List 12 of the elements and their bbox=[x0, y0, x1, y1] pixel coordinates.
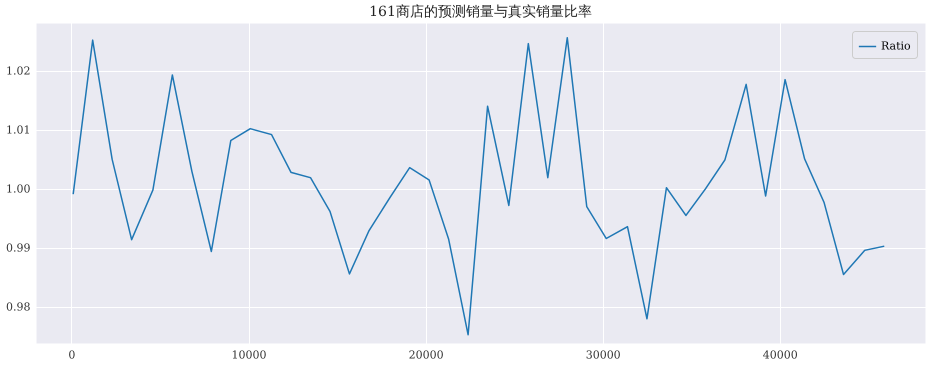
y-tick-label: 0.99 bbox=[6, 241, 30, 254]
y-tick-label: 0.98 bbox=[6, 300, 30, 314]
x-tick-label: 30000 bbox=[586, 348, 621, 362]
x-tick-label: 10000 bbox=[232, 348, 267, 362]
x-tick-label: 40000 bbox=[762, 348, 798, 362]
y-tick-label: 1.00 bbox=[6, 182, 30, 196]
legend-label: Ratio bbox=[881, 40, 912, 52]
x-tick-label: 20000 bbox=[408, 348, 444, 362]
y-tick-label: 1.01 bbox=[6, 123, 30, 136]
chart-title: 161商店的预测销量与真实销量比率 bbox=[369, 4, 592, 20]
y-tick-label: 1.02 bbox=[6, 64, 30, 78]
x-tick-label: 0 bbox=[68, 348, 76, 362]
